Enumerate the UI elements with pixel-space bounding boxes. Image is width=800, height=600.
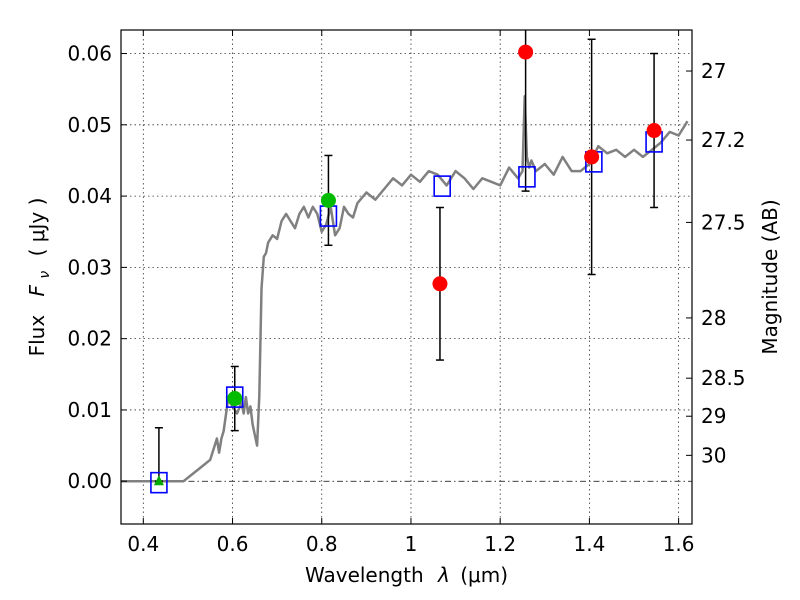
y-tick-label: 0.03: [67, 255, 112, 279]
y-axis-label-symbol: F: [25, 284, 49, 296]
mag-tick-label: 29: [701, 404, 726, 428]
ticks: 0.4 0.6 0.8 1 1.2 1.4 1.6 0.00 0.01 0.02 0.03 0.04 0…: [67, 30, 746, 556]
x-tick-label: 1.2: [484, 532, 516, 556]
upper-limit-triangle: [153, 475, 164, 486]
x-tick-label: 1.4: [573, 532, 605, 556]
flux-point: [518, 44, 534, 60]
y-tick-label: 0.04: [67, 184, 112, 208]
errorbars: [154, 30, 659, 482]
flux-point: [227, 391, 243, 407]
x-axis-label-text: Wavelength: [305, 563, 424, 587]
model-flux-square: [225, 386, 244, 408]
flux-point: [432, 276, 448, 292]
flux-point: [320, 192, 336, 208]
grid: [121, 30, 692, 524]
x-axis-label-symbol: λ: [437, 563, 450, 587]
y-tick-label: 0.02: [67, 327, 112, 351]
y-axis-label: Flux F ν ( μJy ): [25, 198, 54, 357]
template-spectrum-line: [121, 95, 689, 483]
y-axis-label-text: Flux: [25, 315, 49, 357]
magnitude-axis-label: Magnitude (AB): [758, 199, 782, 354]
flux-point: [584, 149, 600, 165]
x-tick-label: 0.8: [306, 532, 338, 556]
x-tick-label: 1: [405, 532, 418, 556]
y-tick-label: 0.06: [67, 42, 112, 66]
template-spectrum-layer: [121, 95, 689, 483]
plot-frame: [120, 29, 693, 525]
markers: [150, 44, 663, 494]
mag-tick-label: 28: [701, 306, 726, 330]
mag-tick-label: 27.2: [701, 128, 746, 152]
x-tick-label: 0.4: [127, 532, 159, 556]
mag-tick-label: 30: [701, 443, 726, 467]
model-flux-square: [518, 166, 536, 188]
flux-point: [646, 123, 662, 139]
y-tick-label: 0.01: [67, 398, 112, 422]
y-axis-label-subscript: ν: [37, 271, 53, 279]
mag-tick-label: 28.5: [701, 366, 746, 390]
y-axis-label-unit: ( μJy ): [25, 198, 49, 257]
mag-tick-label: 27: [701, 59, 726, 83]
x-axis-label-unit: (μm): [460, 563, 508, 587]
y-tick-label: 0.00: [67, 469, 112, 493]
x-tick-label: 0.6: [217, 532, 249, 556]
x-axis-label: Wavelength λ (μm): [305, 563, 508, 587]
mag-tick-label: 27.5: [701, 210, 746, 234]
model-flux-square: [433, 175, 451, 197]
model-flux-square: [150, 471, 168, 494]
x-tick-label: 1.6: [663, 532, 695, 556]
y-tick-label: 0.05: [67, 113, 112, 137]
